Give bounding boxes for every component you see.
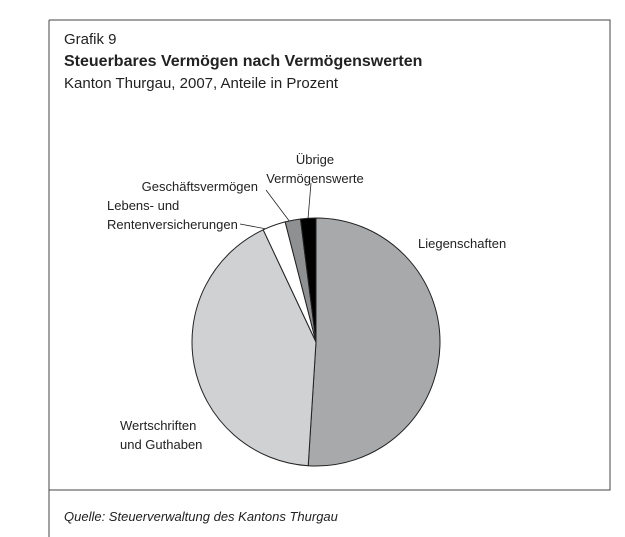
pie-slice	[191, 229, 317, 467]
slice-label: und Guthaben	[120, 437, 202, 452]
slice-label: Übrige	[296, 152, 334, 167]
slice-label: Wertschriften	[120, 418, 196, 433]
slice-label: Lebens- und	[107, 198, 179, 213]
slice-label: Liegenschaften	[418, 236, 506, 251]
frame	[48, 19, 611, 537]
chart-title: Steuerbares Vermögen nach Vermögenswerte…	[64, 53, 422, 70]
pie-slice	[307, 217, 441, 467]
chart-subtitle: Kanton Thurgau, 2007, Anteile in Prozent	[64, 75, 339, 92]
slice-label: Rentenversicherungen	[107, 217, 238, 232]
source: Quelle: Steuerverwaltung des Kantons Thu…	[64, 509, 338, 524]
slice-label: Vermögenswerte	[266, 171, 364, 186]
slice-label: Geschäftsvermögen	[142, 179, 258, 194]
chart-label: Grafik 9	[64, 31, 117, 48]
pie-slice	[299, 217, 317, 343]
